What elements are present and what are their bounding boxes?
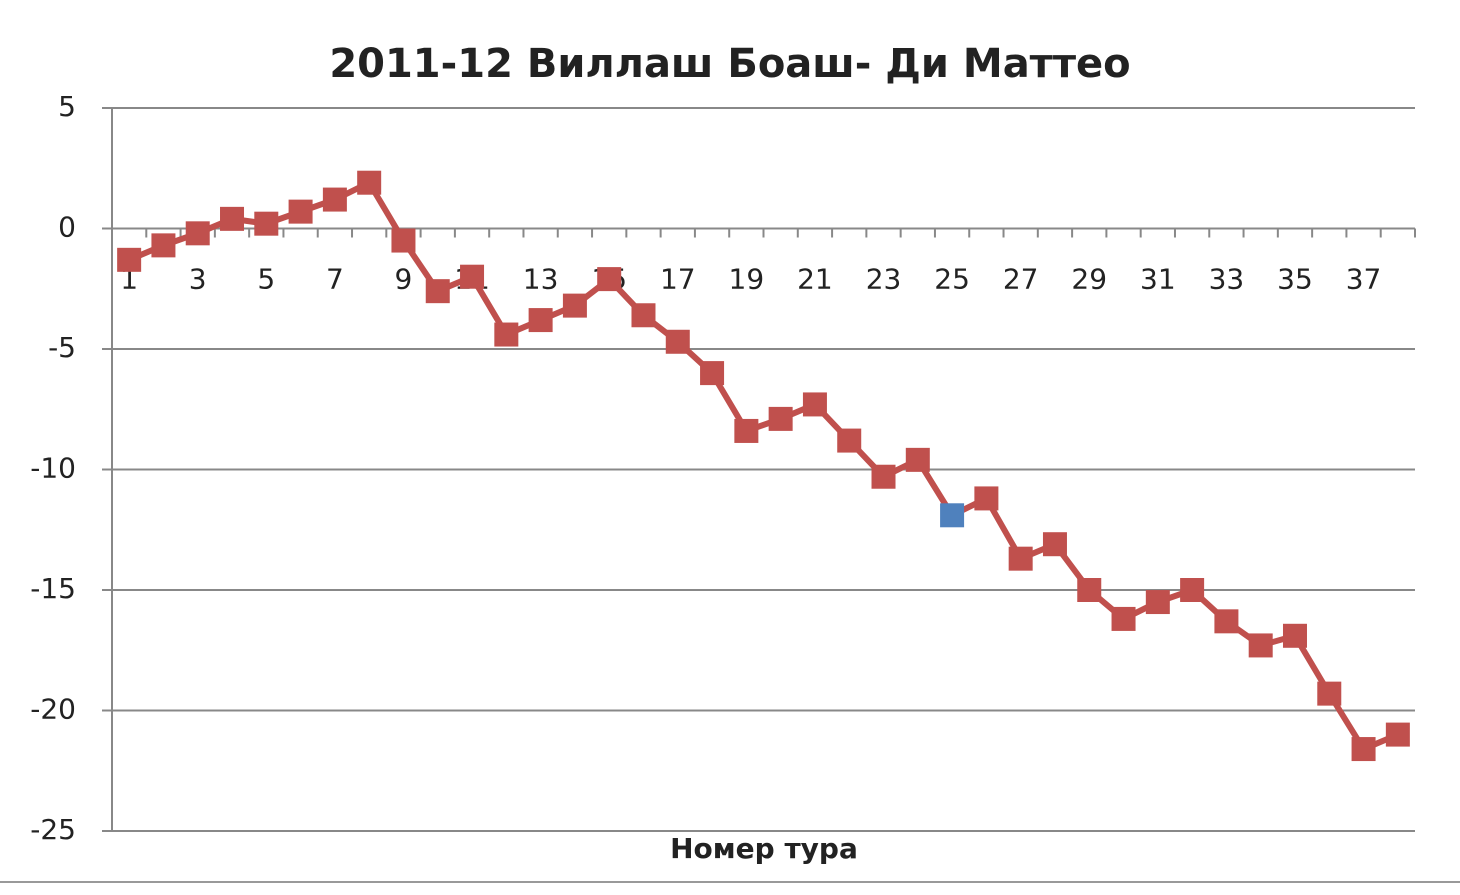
marker — [151, 233, 176, 258]
marker — [562, 293, 587, 318]
x-tick-label: 7 — [326, 263, 344, 296]
marker — [1351, 737, 1376, 762]
y-tick-label: -5 — [48, 331, 76, 364]
marker — [425, 279, 450, 304]
y-tick-label: -15 — [30, 572, 76, 605]
x-tick-label: 5 — [257, 263, 275, 296]
marker — [185, 221, 210, 246]
marker — [734, 418, 759, 443]
marker — [1077, 578, 1102, 602]
marker — [905, 447, 930, 472]
y-tick-label: 0 — [58, 211, 76, 244]
marker — [1145, 590, 1170, 615]
y-tick-label: -10 — [30, 452, 76, 485]
x-tick-label: 19 — [729, 263, 765, 296]
marker — [700, 361, 725, 386]
marker — [357, 170, 382, 195]
marker — [1180, 578, 1205, 602]
marker — [837, 428, 862, 453]
marker — [1042, 532, 1067, 557]
marker — [1385, 722, 1410, 747]
x-tick-label: 17 — [660, 263, 696, 296]
x-tick-label: 21 — [797, 263, 833, 296]
y-tick-label: -20 — [30, 693, 76, 726]
marker — [322, 187, 347, 212]
x-tick-label: 13 — [523, 263, 559, 296]
x-tick-label: 3 — [189, 263, 207, 296]
x-tick-label: 25 — [934, 263, 970, 296]
marker — [1008, 546, 1033, 571]
marker — [631, 303, 656, 328]
marker — [391, 228, 416, 253]
y-tick-label: -25 — [30, 813, 76, 846]
marker — [1317, 681, 1342, 706]
marker — [254, 211, 279, 236]
marker — [665, 329, 690, 354]
marker — [460, 264, 485, 289]
marker — [1111, 606, 1136, 631]
marker — [768, 406, 793, 431]
marker — [117, 247, 142, 272]
chart-title: 2011-12 Виллаш Боаш- Ди Маттео — [329, 41, 1130, 87]
x-tick-label: 35 — [1277, 263, 1313, 296]
marker — [1282, 623, 1307, 648]
marker — [974, 486, 999, 511]
x-tick-label: 29 — [1071, 263, 1107, 296]
marker — [597, 267, 622, 292]
marker — [1214, 609, 1239, 634]
marker — [1248, 633, 1273, 658]
marker — [802, 392, 827, 417]
marker — [494, 322, 519, 347]
marker — [288, 199, 313, 224]
x-tick-label: 31 — [1140, 263, 1176, 296]
x-tick-label: 37 — [1346, 263, 1382, 296]
x-tick-label: 33 — [1209, 263, 1245, 296]
x-tick-label: 27 — [1003, 263, 1039, 296]
marker — [220, 206, 245, 231]
x-tick-label: 23 — [866, 263, 902, 296]
marker — [528, 308, 553, 333]
x-tick-label: 9 — [395, 263, 413, 296]
x-axis-label: Номер тура — [670, 832, 858, 865]
marker — [940, 503, 965, 528]
y-tick-label: 5 — [58, 90, 76, 123]
marker — [871, 464, 896, 489]
